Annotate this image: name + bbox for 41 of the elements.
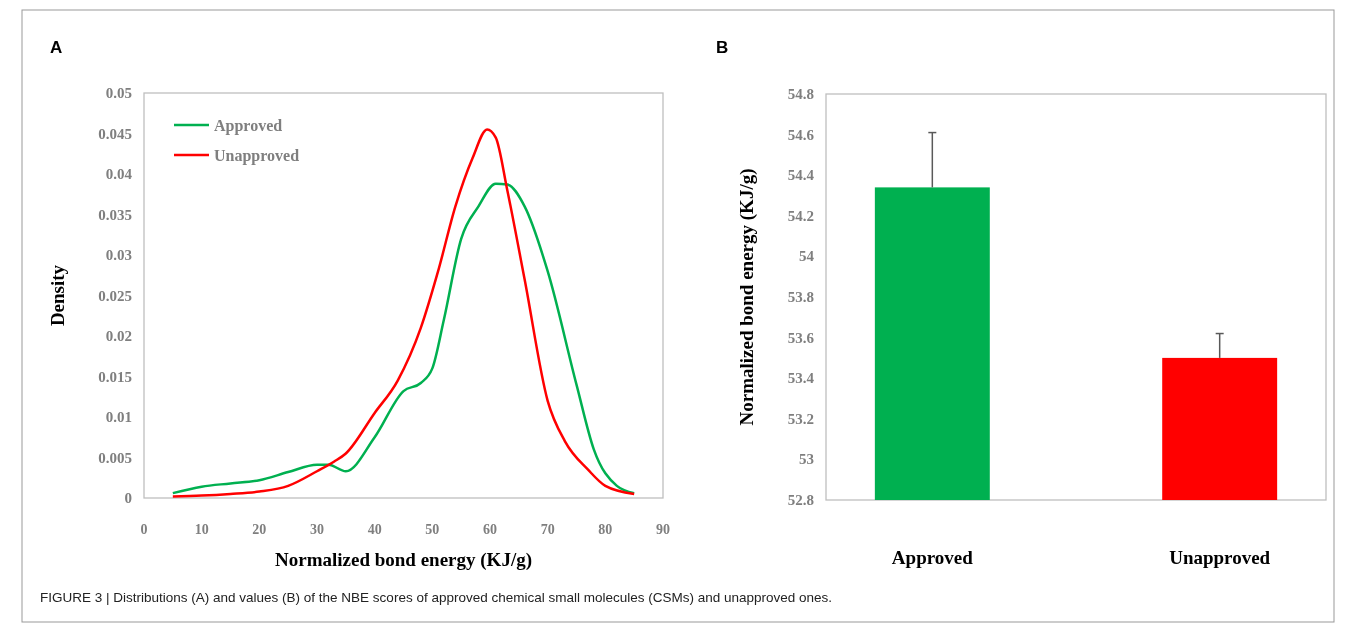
x-tick-label: 0	[140, 522, 148, 537]
legend-label: Approved	[214, 117, 283, 135]
y-tick-label: 54.2	[787, 207, 814, 224]
y-tick-label: 0.045	[98, 125, 132, 142]
y-tick-label: 53	[799, 451, 814, 468]
x-tick-label: 80	[598, 522, 613, 537]
y-tick-label: 53.6	[787, 329, 815, 346]
y-tick-label: 54.4	[787, 167, 815, 184]
y-tick-label: 0	[124, 490, 132, 506]
y-tick-label: 53.8	[787, 289, 814, 305]
x-tick-label: 40	[367, 522, 382, 537]
y-axis-title: Density	[47, 264, 68, 327]
y-tick-label: 53.2	[787, 410, 814, 427]
x-tick-label: 70	[540, 522, 555, 537]
legend-label: Unapproved	[214, 147, 300, 165]
chart-title: B	[716, 38, 729, 57]
y-tick-label: 0.01	[105, 409, 132, 425]
line-series	[171, 182, 636, 495]
x-tick-label: 30	[310, 522, 324, 537]
caption: FIGURE 3 | Distributions (A) and values (B) of the NBE scores of approved chemical small molecules (CSMs) and unapproved ones.	[40, 590, 833, 605]
y-tick-label: 0.005	[98, 449, 132, 466]
y-tick-label: 0.04	[105, 166, 133, 182]
y-tick-label: 54.8	[787, 86, 814, 102]
x-tick-label: 10	[194, 522, 209, 537]
x-tick-label: 50	[425, 522, 440, 537]
y-tick-label: 0.02	[105, 328, 132, 344]
y-tick-label: 53.4	[787, 370, 815, 387]
chart-title: A	[50, 38, 63, 57]
y-tick-label: 0.015	[98, 368, 132, 385]
y-tick-label: 0.05	[105, 85, 132, 101]
y-tick-label: 0.03	[105, 247, 132, 263]
y-tick-label: 54	[799, 248, 815, 265]
x-tick-label: 90	[656, 522, 670, 537]
x-tick-label: 20	[252, 522, 267, 537]
y-tick-label: 52.8	[787, 492, 814, 508]
y-tick-label: 0.025	[98, 287, 132, 304]
y-axis-title: Normalized bond energy (KJ/g)	[736, 168, 758, 426]
y-tick-label: 0.035	[98, 206, 132, 223]
x-axis-title: Normalized bond energy (KJ/g)	[274, 549, 533, 571]
x-tick-label: 60	[483, 522, 497, 537]
y-tick-label: 54.6	[787, 126, 815, 143]
